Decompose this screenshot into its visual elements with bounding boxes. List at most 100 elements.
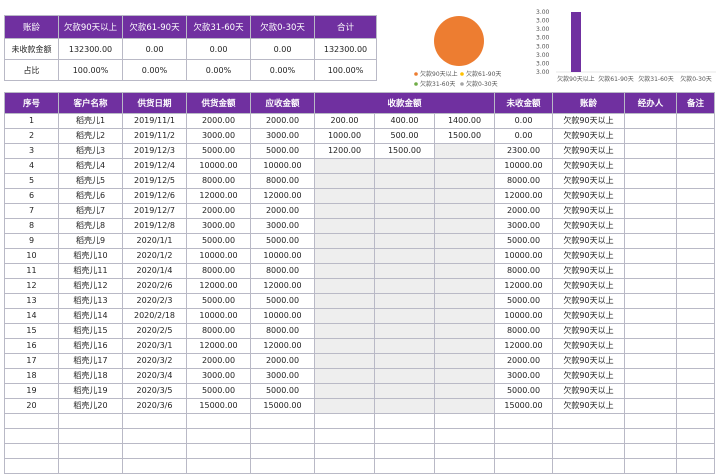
table-cell [676, 338, 715, 354]
table-cell: 5000.00 [250, 293, 315, 309]
blank-cell [4, 428, 59, 444]
table-cell: 2020/3/4 [122, 368, 187, 384]
table-cell [434, 323, 495, 339]
table-cell: 8000.00 [494, 323, 553, 339]
table-cell [676, 398, 715, 414]
table-cell: 欠款90天以上 [552, 218, 625, 234]
table-cell: 欠款90天以上 [552, 398, 625, 414]
table-cell: 欠款90天以上 [552, 143, 625, 159]
table-cell [676, 233, 715, 249]
table-cell: 2020/2/6 [122, 278, 187, 294]
table-row: 17 稻壳儿17 2020/3/2 2000.00 2000.00 2000.00 欠款90… [4, 353, 715, 369]
table-cell: 欠款90天以上 [552, 278, 625, 294]
table-cell: 稻壳儿10 [58, 248, 123, 264]
table-cell: 5000.00 [494, 233, 553, 249]
legend-label: 欠款61-90天 [466, 70, 501, 78]
legend-label: 欠款90天以上 [420, 70, 458, 78]
table-cell: 欠款90天以上 [552, 368, 625, 384]
summary-cell: 0.00% [122, 59, 187, 81]
table-cell [624, 218, 677, 234]
summary-table: 账龄 欠款90天以上 欠款61-90天 欠款31-60天 欠款0-30天 合计 未收款金额… [4, 15, 377, 81]
table-cell [314, 308, 375, 324]
table-cell: 10 [4, 248, 59, 264]
blank-cell [58, 428, 123, 444]
summary-header-cell: 欠款31-60天 [186, 15, 251, 39]
table-cell [624, 158, 677, 174]
table-cell [314, 338, 375, 354]
summary-cell: 0.00 [122, 38, 187, 60]
table-cell [624, 278, 677, 294]
table-cell [374, 308, 435, 324]
blank-cell [434, 428, 495, 444]
table-cell [314, 398, 375, 414]
blank-row [4, 443, 715, 459]
blank-cell [250, 458, 315, 474]
table-cell [624, 233, 677, 249]
blank-cell [494, 443, 553, 459]
blank-cell [552, 458, 625, 474]
table-cell: 3000.00 [186, 128, 251, 144]
table-cell: 3000.00 [494, 218, 553, 234]
table-cell: 稻壳儿7 [58, 203, 123, 219]
table-cell: 3000.00 [250, 128, 315, 144]
table-cell [676, 293, 715, 309]
blank-cell [314, 443, 375, 459]
summary-cell: 0.00% [250, 59, 315, 81]
table-cell [434, 278, 495, 294]
table-cell [434, 398, 495, 414]
table-cell: 10000.00 [250, 158, 315, 174]
table-cell: 稻壳儿9 [58, 233, 123, 249]
table-cell: 稻壳儿17 [58, 353, 123, 369]
table-cell [374, 233, 435, 249]
blank-cell [434, 413, 495, 429]
table-cell [434, 338, 495, 354]
summary-header-cell: 账龄 [4, 15, 59, 39]
table-cell [434, 263, 495, 279]
blank-cell [122, 413, 187, 429]
table-cell: 5000.00 [494, 293, 553, 309]
summary-cell: 0.00 [250, 38, 315, 60]
table-cell [434, 308, 495, 324]
table-cell: 1500.00 [434, 128, 495, 144]
table-cell: 12000.00 [186, 278, 251, 294]
table-cell: 3000.00 [186, 368, 251, 384]
table-row: 3 稻壳儿3 2019/12/3 5000.00 5000.00 1200.00 1500.… [4, 143, 715, 159]
legend-marker [460, 72, 464, 76]
table-cell: 2020/1/4 [122, 263, 187, 279]
table-cell: 2019/11/1 [122, 113, 187, 129]
table-cell [624, 293, 677, 309]
table-cell [374, 218, 435, 234]
table-cell: 15000.00 [250, 398, 315, 414]
table-cell [374, 338, 435, 354]
table-cell: 10000.00 [186, 248, 251, 264]
table-cell: 稻壳儿12 [58, 278, 123, 294]
table-cell: 2020/3/6 [122, 398, 187, 414]
blank-cell [58, 413, 123, 429]
blank-row [4, 458, 715, 474]
table-cell: 5 [4, 173, 59, 189]
y-tick-label: 3.00 [536, 43, 550, 50]
pie-slice [434, 16, 484, 66]
summary-header-cell: 欠款0-30天 [250, 15, 315, 39]
table-cell: 400.00 [374, 113, 435, 129]
table-cell: 12000.00 [250, 278, 315, 294]
table-cell [676, 278, 715, 294]
table-cell [676, 113, 715, 129]
table-cell [374, 353, 435, 369]
table-cell [434, 233, 495, 249]
table-cell: 5000.00 [186, 293, 251, 309]
table-cell: 稻壳儿13 [58, 293, 123, 309]
blank-cell [552, 443, 625, 459]
table-cell [434, 383, 495, 399]
table-cell: 2019/12/5 [122, 173, 187, 189]
blank-cell [374, 428, 435, 444]
table-cell: 10000.00 [494, 308, 553, 324]
table-row: 9 稻壳儿9 2020/1/1 5000.00 5000.00 5000.00 欠款90天以… [4, 233, 715, 249]
table-cell [374, 278, 435, 294]
table-cell [374, 323, 435, 339]
table-cell [434, 218, 495, 234]
table-cell: 8000.00 [250, 173, 315, 189]
table-cell [434, 173, 495, 189]
blank-cell [4, 443, 59, 459]
table-cell: 欠款90天以上 [552, 338, 625, 354]
